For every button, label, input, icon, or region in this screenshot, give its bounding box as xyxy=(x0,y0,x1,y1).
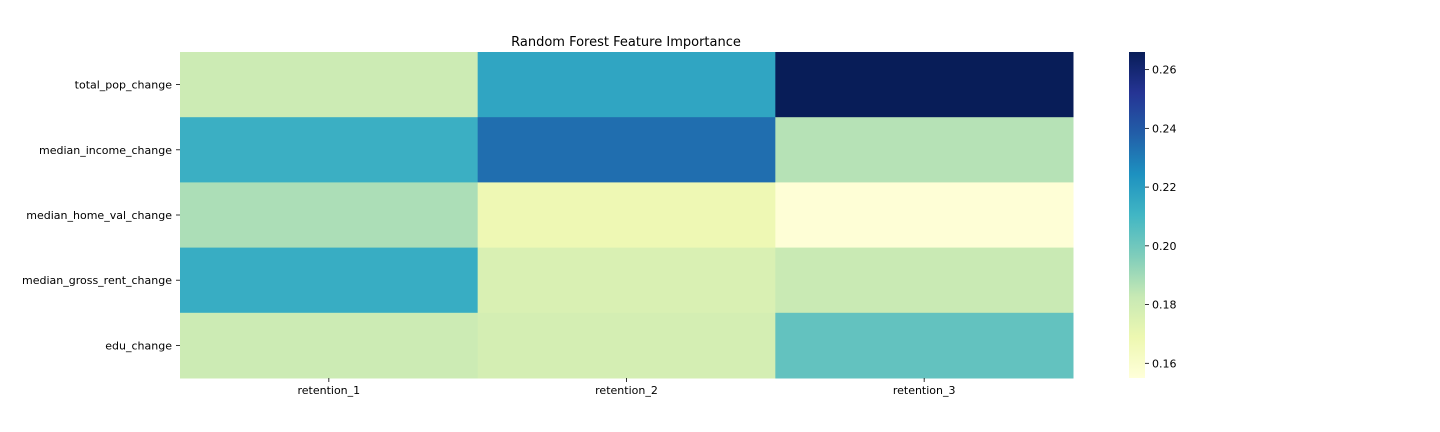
y-tick-label: median_gross_rent_change xyxy=(22,274,172,287)
heatmap-cell-0-1 xyxy=(477,52,776,118)
heatmap-cell-4-1 xyxy=(477,312,776,379)
heatmap-cell-3-1 xyxy=(477,247,776,314)
colorbar-tick-label: 0.20 xyxy=(1152,240,1177,253)
y-tick-label: total_pop_change xyxy=(75,79,173,92)
x-tick-label: retention_1 xyxy=(297,384,360,397)
colorbar-gradient xyxy=(1129,52,1145,378)
y-axis-labels: total_pop_change median_income_changemedi… xyxy=(22,79,180,352)
x-tick-label: retention_3 xyxy=(893,384,956,397)
y-tick-label: median_home_val_change xyxy=(26,209,172,222)
heatmap-cell-2-0 xyxy=(180,182,479,249)
heatmap-cell-3-0 xyxy=(180,247,479,314)
heatmap-cell-4-0 xyxy=(180,312,479,379)
heatmap-cell-2-1 xyxy=(477,182,776,249)
heatmap-cell-3-2 xyxy=(775,247,1074,314)
colorbar-tick-label: 0.24 xyxy=(1152,122,1177,135)
y-tick-label: edu_change xyxy=(105,339,172,352)
heatmap-cell-1-1 xyxy=(477,117,776,183)
heatmap-cell-0-2 xyxy=(775,52,1074,118)
colorbar-tick-label: 0.26 xyxy=(1152,64,1177,77)
colorbar-tick-label: 0.18 xyxy=(1152,299,1177,312)
heatmap-cell-0-0 xyxy=(180,52,479,118)
colorbar-tick-label: 0.22 xyxy=(1152,181,1177,194)
x-tick-label: retention_2 xyxy=(595,384,658,397)
y-tick-label: median_income_change xyxy=(39,144,172,157)
heatmap-cells xyxy=(180,52,1074,379)
heatmap-cell-4-2 xyxy=(775,312,1074,379)
heatmap-cell-2-2 xyxy=(775,182,1074,249)
colorbar: 0.16 0.18 0.20 0.22 0.24 0.26 xyxy=(1129,52,1177,378)
colorbar-tick-label: 0.16 xyxy=(1152,357,1177,370)
heatmap-cell-1-0 xyxy=(180,117,479,183)
heatmap-cell-1-2 xyxy=(775,117,1074,183)
x-axis-labels: retention_1 retention_2 retention_3 xyxy=(297,378,956,397)
chart-title: Random Forest Feature Importance xyxy=(511,35,741,50)
